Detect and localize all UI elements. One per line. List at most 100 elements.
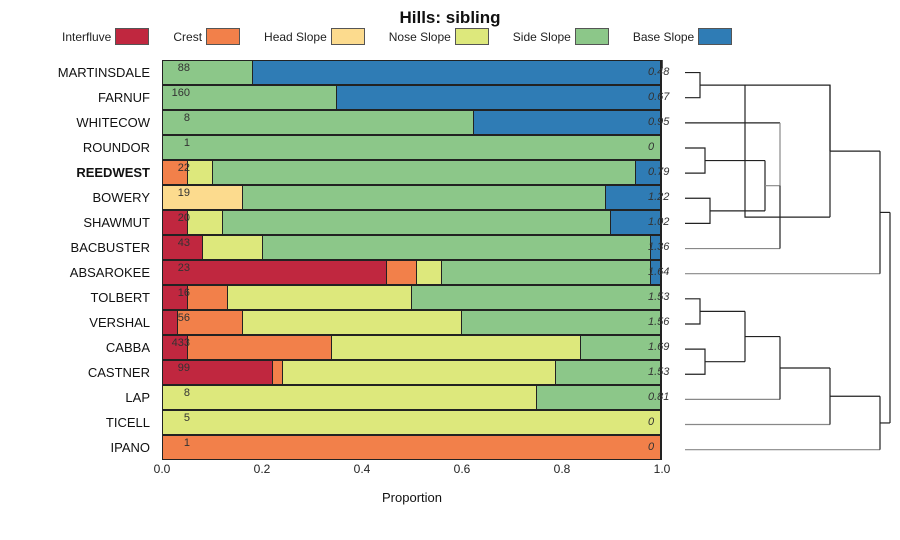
row-label-shawmut: SHAWMUT <box>0 210 156 235</box>
bar-segment-vershal-side-slope <box>462 311 661 334</box>
h-value-shawmut: 1.02 <box>648 216 688 228</box>
x-axis-label-0.8: 0.8 <box>554 462 571 476</box>
bar-segment-farnuf-base-slope <box>337 86 661 109</box>
n-value-tolbert: 16 <box>164 287 190 299</box>
n-value-bacbuster: 43 <box>164 237 190 249</box>
n-value-shawmut: 20 <box>164 212 190 224</box>
row-label-bowery: BOWERY <box>0 185 156 210</box>
bar-segment-castner-crest <box>273 361 283 384</box>
bar-segment-tolbert-nose-slope <box>228 286 412 309</box>
x-axis-title: Proportion <box>162 490 662 505</box>
bar-segment-lap-side-slope <box>537 386 662 409</box>
bar-segment-bowery-side-slope <box>243 186 607 209</box>
x-axis-label-0: 0.0 <box>154 462 171 476</box>
bar-row-bacbuster[interactable] <box>162 235 662 260</box>
legend-swatch-baseslope <box>698 28 732 45</box>
bar-row-lap[interactable] <box>162 385 662 410</box>
x-axis-label-1: 1.0 <box>654 462 671 476</box>
row-label-ticell: TICELL <box>0 410 156 435</box>
bar-segment-absarokee-side-slope <box>442 261 651 284</box>
x-axis-label-0.4: 0.4 <box>354 462 371 476</box>
n-value-martinsdale: 88 <box>164 62 190 74</box>
x-axis-ticks: 0.0 0.2 0.4 0.6 0.8 1.0 <box>162 460 662 480</box>
bar-row-whitecow[interactable] <box>162 110 662 135</box>
legend-swatch-headslope <box>331 28 365 45</box>
n-value-farnuf: 160 <box>164 87 190 99</box>
legend-swatch-interfluve <box>115 28 149 45</box>
row-label-martinsdale: MARTINSDALE <box>0 60 156 85</box>
bar-segment-lap-nose-slope <box>163 386 537 409</box>
h-value-ipano: 0 <box>648 441 688 453</box>
h-value-bowery: 1.22 <box>648 191 688 203</box>
h-value-cabba: 1.69 <box>648 341 688 353</box>
row-label-absarokee: ABSAROKEE <box>0 260 156 285</box>
legend-label-crest: Crest <box>173 30 202 44</box>
n-value-whitecow: 8 <box>164 112 190 124</box>
x-axis-label-0.6: 0.6 <box>454 462 471 476</box>
h-value-absarokee: 1.64 <box>648 266 688 278</box>
bar-segment-cabba-nose-slope <box>332 336 581 359</box>
bar-segment-roundor-side-slope <box>163 136 661 159</box>
h-value-vershal: 1.56 <box>648 316 688 328</box>
bar-segment-vershal-nose-slope <box>243 311 462 334</box>
h-value-roundor: 0 <box>648 141 688 153</box>
bar-segment-whitecow-side-slope <box>163 111 474 134</box>
bar-segment-castner-side-slope <box>556 361 661 384</box>
bar-row-cabba[interactable] <box>162 335 662 360</box>
h-value-ticell: 0 <box>648 416 688 428</box>
bar-row-tolbert[interactable] <box>162 285 662 310</box>
legend-item-noseslope: Nose Slope <box>389 28 495 45</box>
legend-label-sideslope: Side Slope <box>513 30 571 44</box>
legend: Interfluve Crest Head Slope Nose Slope S… <box>62 28 842 45</box>
row-label-lap: LAP <box>0 385 156 410</box>
h-value-farnuf: 0.67 <box>648 91 688 103</box>
bar-row-roundor[interactable] <box>162 135 662 160</box>
bar-row-castner[interactable] <box>162 360 662 385</box>
h-value-tolbert: 1.53 <box>648 291 688 303</box>
legend-swatch-noseslope <box>455 28 489 45</box>
bar-segment-bacbuster-nose-slope <box>203 236 263 259</box>
legend-item-headslope: Head Slope <box>264 28 371 45</box>
row-label-whitecow: WHITECOW <box>0 110 156 135</box>
h-value-castner: 1.53 <box>648 366 688 378</box>
bar-row-martinsdale[interactable] <box>162 60 662 85</box>
legend-item-crest: Crest <box>173 28 246 45</box>
n-value-roundor: 1 <box>164 137 190 149</box>
legend-item-sideslope: Side Slope <box>513 28 615 45</box>
bar-segment-absarokee-crest <box>387 261 417 284</box>
bar-segment-whitecow-base-slope <box>474 111 661 134</box>
bar-segment-absarokee-interfluve <box>163 261 387 284</box>
bar-row-ipano[interactable] <box>162 435 662 460</box>
bar-segment-martinsdale-base-slope <box>253 61 661 84</box>
bar-segment-shawmut-nose-slope <box>188 211 223 234</box>
bar-row-bowery[interactable] <box>162 185 662 210</box>
row-label-tolbert: TOLBERT <box>0 285 156 310</box>
legend-swatch-sideslope <box>575 28 609 45</box>
x-axis-label-0.2: 0.2 <box>254 462 271 476</box>
bar-segment-reedwest-side-slope <box>213 161 636 184</box>
bar-row-farnuf[interactable] <box>162 85 662 110</box>
bar-row-absarokee[interactable] <box>162 260 662 285</box>
row-label-cabba: CABBA <box>0 335 156 360</box>
bar-segment-ipano-crest <box>163 436 661 459</box>
bar-segment-tolbert-crest <box>188 286 228 309</box>
bar-segment-reedwest-nose-slope <box>188 161 213 184</box>
n-value-vershal: 56 <box>164 312 190 324</box>
n-value-reedwest: 22 <box>164 162 190 174</box>
bar-row-shawmut[interactable] <box>162 210 662 235</box>
n-value-ticell: 5 <box>164 412 190 424</box>
row-label-vershal: VERSHAL <box>0 310 156 335</box>
row-label-roundor: ROUNDOR <box>0 135 156 160</box>
bar-row-vershal[interactable] <box>162 310 662 335</box>
bar-row-reedwest[interactable] <box>162 160 662 185</box>
bar-row-ticell[interactable] <box>162 410 662 435</box>
row-label-reedwest: REEDWEST <box>0 160 156 185</box>
legend-label-baseslope: Base Slope <box>633 30 694 44</box>
n-value-cabba: 433 <box>164 337 190 349</box>
h-value-lap: 0.81 <box>648 391 688 403</box>
legend-item-interfluve: Interfluve <box>62 28 155 45</box>
legend-label-headslope: Head Slope <box>264 30 327 44</box>
bar-segment-bacbuster-side-slope <box>263 236 651 259</box>
bar-segment-absarokee-nose-slope <box>417 261 442 284</box>
legend-label-interfluve: Interfluve <box>62 30 111 44</box>
